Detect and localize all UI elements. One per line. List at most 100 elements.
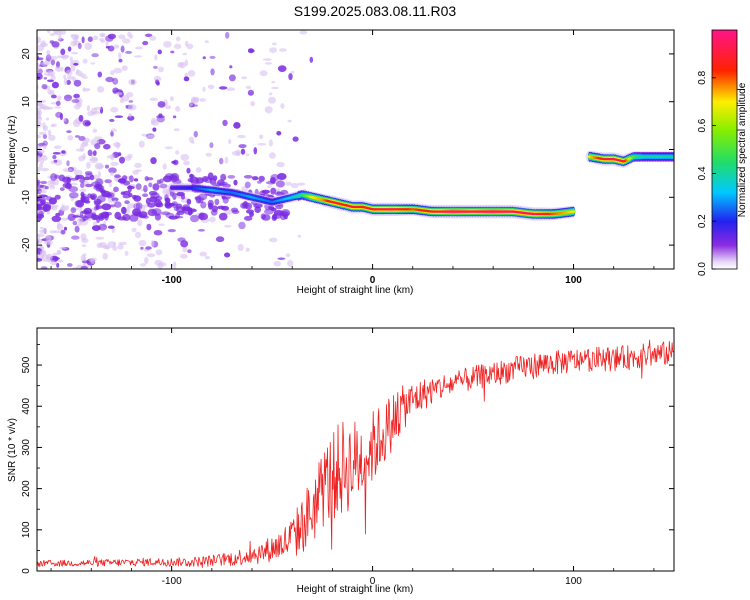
snr-y-tick-label: 400	[21, 397, 32, 414]
noise-blob	[51, 215, 62, 222]
noise-blob	[47, 89, 52, 95]
noise-blob	[155, 249, 163, 256]
ridge-point	[671, 155, 674, 158]
noise-blob	[87, 111, 95, 117]
noise-blob	[157, 66, 164, 73]
noise-blob	[97, 71, 103, 78]
noise-blob	[42, 134, 48, 139]
noise-blob	[193, 130, 198, 138]
noise-blob	[287, 119, 292, 123]
noise-blob	[59, 187, 65, 192]
noise-blob	[97, 170, 101, 178]
noise-blob	[40, 266, 48, 269]
noise-blob	[93, 174, 99, 180]
noise-blob	[39, 162, 43, 169]
noise-blob	[40, 167, 50, 172]
noise-blob	[146, 223, 152, 231]
noise-blob	[50, 261, 59, 266]
noise-blob	[47, 79, 54, 83]
noise-blob	[103, 143, 111, 150]
noise-blob	[84, 211, 94, 219]
noise-blob	[95, 185, 105, 190]
noise-blob	[74, 225, 80, 233]
noise-blob	[76, 69, 80, 74]
noise-blob	[176, 191, 185, 197]
noise-blob	[221, 205, 230, 211]
noise-blob	[84, 200, 91, 204]
noise-blob	[290, 70, 295, 74]
noise-blob	[250, 101, 256, 107]
noise-blob	[81, 76, 88, 79]
noise-blob	[73, 169, 83, 176]
noise-blob	[157, 101, 166, 108]
noise-blob	[96, 164, 104, 170]
noise-blob	[243, 175, 253, 179]
noise-blob	[175, 106, 181, 112]
noise-blob	[72, 220, 78, 226]
spectrogram-plot-area	[37, 30, 674, 269]
noise-blob	[42, 227, 47, 234]
colorbar-gradient	[711, 29, 738, 270]
noise-blob	[158, 223, 165, 226]
noise-blob	[45, 117, 50, 121]
noise-blob	[266, 180, 276, 185]
noise-blob	[241, 76, 248, 80]
noise-blob	[146, 177, 154, 181]
noise-blob	[271, 86, 279, 90]
noise-blob	[37, 145, 41, 150]
noise-blob	[94, 136, 103, 140]
noise-blob	[41, 84, 48, 90]
noise-blob	[172, 115, 177, 119]
noise-blob	[52, 152, 61, 155]
noise-blob	[249, 211, 254, 217]
noise-blob	[71, 99, 80, 103]
noise-blob	[111, 227, 116, 233]
noise-blob	[58, 34, 62, 41]
noise-blob	[78, 114, 84, 122]
noise-blob	[57, 259, 64, 263]
noise-blob	[107, 225, 115, 229]
noise-blob	[39, 244, 44, 250]
noise-blob	[259, 134, 264, 140]
noise-blob	[247, 89, 254, 96]
noise-blob	[117, 178, 127, 184]
noise-blob	[118, 58, 123, 63]
noise-blob	[45, 54, 52, 62]
noise-blob	[49, 33, 56, 36]
noise-blob	[80, 233, 87, 241]
snr-series-line	[37, 339, 674, 568]
noise-blob	[91, 212, 97, 217]
noise-blob	[144, 33, 153, 37]
noise-blob	[253, 203, 263, 209]
noise-blob	[125, 50, 133, 54]
noise-blob	[280, 103, 285, 109]
noise-blob	[150, 239, 155, 248]
noise-blob	[281, 209, 291, 217]
noise-blob	[43, 77, 47, 80]
noise-blob	[157, 49, 162, 55]
noise-blob	[269, 237, 278, 243]
noise-blob	[224, 252, 231, 258]
noise-blob	[209, 216, 216, 223]
noise-blob	[184, 211, 194, 215]
noise-blob	[37, 62, 41, 70]
noise-blob	[114, 44, 120, 49]
noise-blob	[214, 198, 220, 206]
noise-blob	[222, 119, 228, 127]
spectrogram-frame	[36, 29, 675, 270]
noise-blob	[50, 173, 58, 181]
noise-blob	[153, 65, 158, 69]
noise-blob	[224, 225, 232, 228]
noise-blob	[60, 48, 66, 56]
noise-blob	[37, 233, 41, 241]
noise-blob	[264, 106, 273, 114]
noise-blob	[271, 42, 277, 46]
noise-blob	[273, 210, 284, 216]
noise-blob	[204, 40, 209, 44]
spectrogram-marks	[37, 30, 674, 269]
noise-blob	[205, 152, 212, 157]
colorbar: 0.0 0.2 0.4 0.6 0.8 Normalized spectral ampl…	[697, 29, 748, 276]
noise-blob	[127, 153, 133, 159]
noise-blob	[81, 36, 85, 44]
noise-blob	[114, 115, 124, 118]
